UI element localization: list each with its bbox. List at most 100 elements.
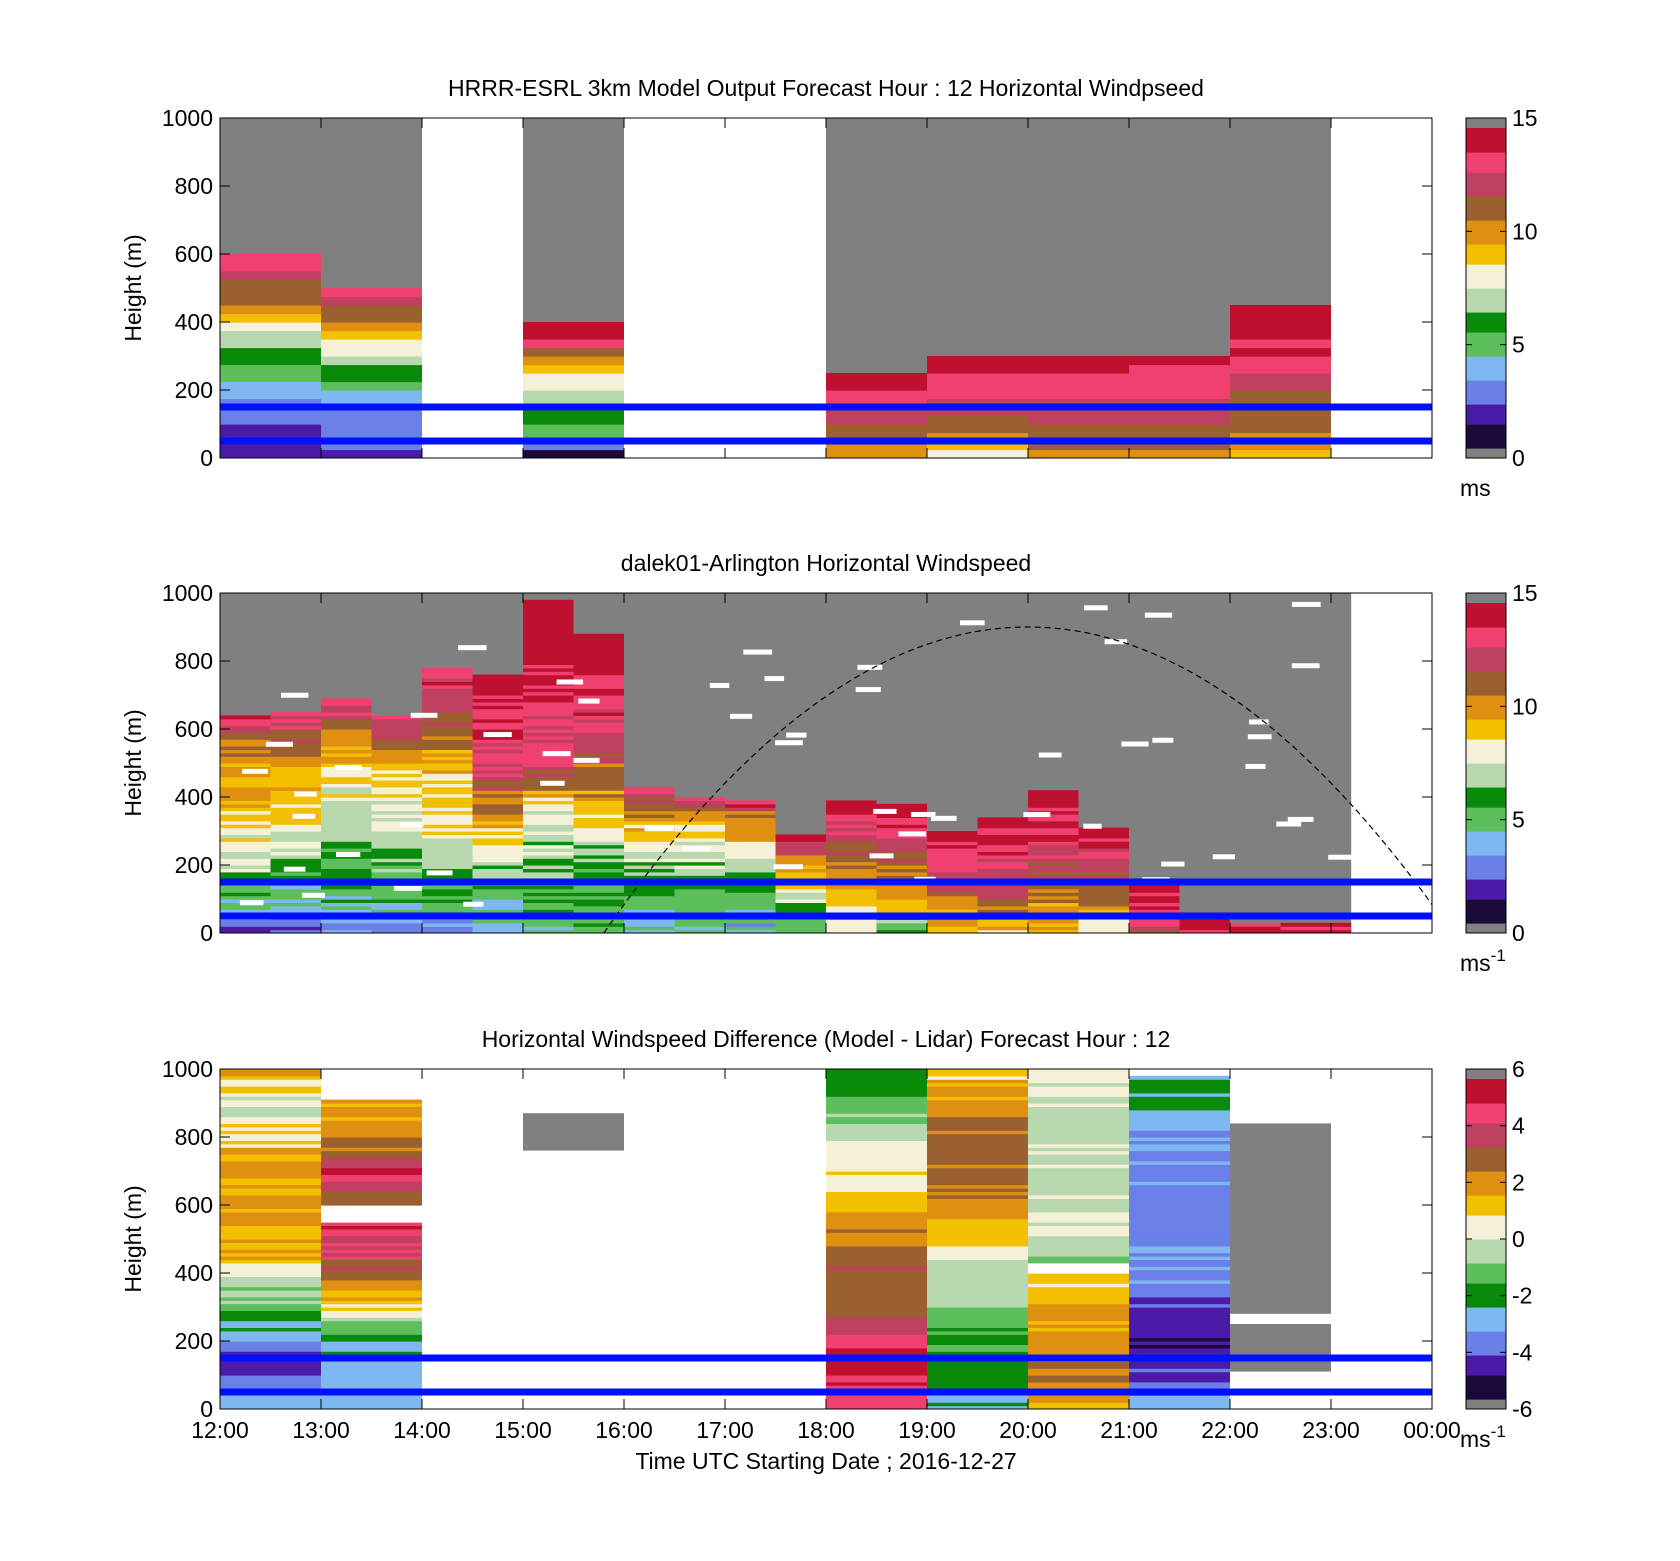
heatmap-cell: [927, 837, 978, 842]
heatmap-cell: [321, 364, 422, 374]
heatmap-cell: [927, 1385, 1028, 1390]
heatmap-cell: [876, 899, 927, 903]
colorbar-band: [1466, 1295, 1506, 1300]
heatmap-cell: [573, 810, 624, 815]
heatmap-cell: [876, 875, 927, 880]
heatmap-cell: [270, 722, 321, 727]
heatmap-cell: [321, 407, 422, 417]
heatmap-cell: [624, 899, 675, 903]
heatmap-cell: [927, 1099, 1028, 1104]
colorbar-frame: [1465, 117, 1507, 459]
heatmap-cell: [573, 902, 624, 907]
heatmap-cell: [321, 827, 372, 832]
heatmap-cell: [371, 793, 422, 798]
heatmap-cell: [270, 725, 321, 730]
heatmap-cell: [523, 773, 574, 778]
heatmap-cell: [573, 858, 624, 863]
heatmap-cell: [1028, 1344, 1129, 1349]
heatmap-cell: [826, 1150, 927, 1155]
heatmap-cell: [927, 1160, 1028, 1165]
heatmap-cell: [826, 1215, 927, 1220]
heatmap-cell: [725, 861, 776, 866]
heatmap-cell: [573, 844, 624, 849]
heatmap-cell: [927, 919, 978, 924]
heatmap-cell: [624, 919, 675, 924]
heatmap-cell: [927, 1188, 1028, 1192]
heatmap-cell: [1028, 1228, 1129, 1233]
heatmap-cell: [1028, 1279, 1129, 1284]
heatmap-cell: [1028, 1283, 1129, 1288]
heatmap-cell: [977, 899, 1028, 903]
heatmap-cell: [220, 1320, 321, 1325]
heatmap-cell: [573, 769, 624, 774]
heatmap-cell: [927, 1109, 1028, 1114]
heatmap-cell: [321, 1160, 422, 1165]
heatmap-cell: [1078, 895, 1129, 900]
heatmap-cell: [1028, 1126, 1129, 1131]
colorbar-band: [1466, 819, 1506, 824]
colorbar-band: [1466, 372, 1506, 377]
heatmap-cell: [826, 919, 877, 924]
heatmap-cell: [220, 1375, 321, 1379]
heatmap-cell: [876, 885, 927, 890]
heatmap-cell: [523, 616, 574, 621]
heatmap-cell: [321, 701, 372, 706]
heatmap-cell: [876, 895, 927, 900]
heatmap-cell: [927, 1174, 1028, 1179]
y-tick-label: 1000: [162, 105, 213, 131]
heatmap-cell: [1028, 398, 1129, 408]
heatmap-cell: [523, 739, 574, 744]
heatmap-cell: [422, 820, 473, 825]
heatmap-cell: [220, 922, 271, 927]
heatmap-cell: [422, 861, 473, 866]
y-tick-label: 600: [175, 716, 213, 742]
heatmap-cell: [927, 1235, 1028, 1240]
heatmap-cell: [1028, 1184, 1129, 1189]
blanked-bin: [394, 885, 423, 891]
colorbar-band: [1466, 164, 1506, 169]
panel-c-title: Horizontal Windspeed Difference (Model -…: [482, 1026, 1171, 1052]
heatmap-cell: [725, 926, 776, 931]
heatmap-cell: [927, 1096, 1028, 1101]
heatmap-cell: [523, 885, 574, 890]
heatmap-cell: [1129, 1218, 1230, 1223]
heatmap-cell: [220, 407, 321, 417]
colorbar-band: [1466, 1383, 1506, 1388]
heatmap-cell: [371, 827, 422, 832]
heatmap-cell: [826, 810, 877, 815]
heatmap-cell: [472, 831, 523, 835]
heatmap-cell: [674, 841, 725, 846]
colorbar-band: [1466, 1355, 1506, 1360]
heatmap-cell: [1028, 909, 1079, 914]
heatmap-cell: [573, 705, 624, 710]
heatmap-cell: [826, 1171, 927, 1175]
heatmap-cell: [472, 715, 523, 720]
heatmap-cell: [573, 701, 624, 706]
colorbar-band: [1466, 272, 1506, 277]
heatmap-cell: [220, 1096, 321, 1101]
heatmap-cell: [523, 790, 574, 795]
heatmap-cell: [270, 759, 321, 764]
heatmap-cell: [826, 807, 877, 812]
colorbar-band: [1466, 811, 1506, 816]
heatmap-cell: [220, 1249, 321, 1254]
heatmap-cell: [1129, 909, 1180, 914]
heatmap-cell: [220, 722, 271, 727]
heatmap-cell: [321, 732, 372, 737]
heatmap-cell: [927, 1330, 1028, 1335]
heatmap-cell: [573, 654, 624, 659]
heatmap-cell: [321, 1337, 422, 1342]
heatmap-cell: [1028, 834, 1079, 839]
heatmap-cell: [321, 759, 372, 764]
heatmap-cell: [220, 1174, 321, 1179]
heatmap-cell: [876, 844, 927, 849]
heatmap-cell: [775, 885, 826, 890]
blanked-bin: [426, 870, 453, 876]
heatmap-cell: [826, 814, 877, 818]
heatmap-cell: [523, 664, 574, 669]
colorbar-band: [1466, 783, 1506, 788]
heatmap-cell: [422, 701, 473, 706]
heatmap-cell: [472, 865, 523, 869]
heatmap-cell: [826, 1205, 927, 1209]
